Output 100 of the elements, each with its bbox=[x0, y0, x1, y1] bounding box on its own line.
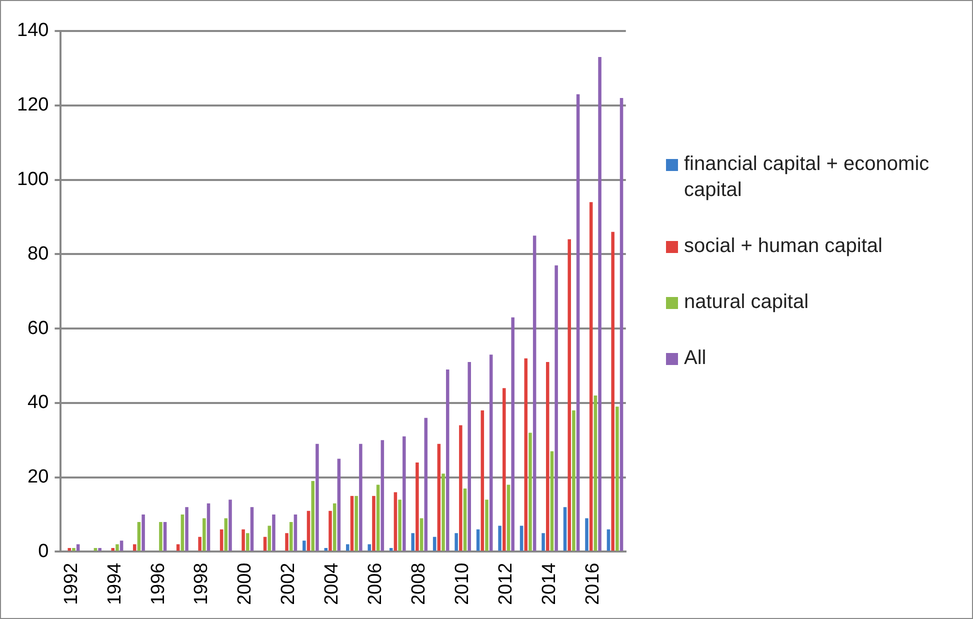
bar bbox=[289, 522, 293, 551]
bar bbox=[594, 396, 598, 551]
x-tick-label: 1992 bbox=[60, 562, 82, 606]
bar bbox=[446, 369, 450, 551]
bar bbox=[402, 436, 406, 551]
bar bbox=[346, 544, 350, 551]
bar bbox=[120, 540, 124, 551]
bar bbox=[368, 544, 372, 551]
bar bbox=[468, 362, 471, 551]
bar bbox=[163, 522, 167, 551]
x-tick-label: 2000 bbox=[234, 562, 256, 606]
bar bbox=[263, 536, 267, 551]
y-tick-label: 40 bbox=[28, 392, 49, 414]
x-tick-label: 2012 bbox=[496, 562, 517, 606]
bar bbox=[598, 57, 602, 551]
bar bbox=[506, 484, 510, 551]
bar bbox=[485, 500, 488, 551]
bar bbox=[476, 529, 480, 551]
bar bbox=[437, 444, 441, 551]
bar bbox=[285, 533, 288, 551]
bar bbox=[589, 202, 593, 551]
bar bbox=[328, 510, 332, 551]
x-tick-label: 2010 bbox=[452, 562, 474, 606]
y-tick-label: 60 bbox=[28, 318, 49, 339]
bar bbox=[220, 529, 224, 551]
bar bbox=[520, 526, 524, 551]
bar bbox=[616, 406, 619, 551]
bar bbox=[306, 510, 310, 551]
bar bbox=[228, 500, 232, 551]
x-tick-label: 2008 bbox=[408, 562, 430, 606]
bar bbox=[498, 526, 502, 551]
bar bbox=[350, 496, 354, 551]
bar bbox=[424, 418, 428, 551]
bar bbox=[206, 503, 210, 551]
x-tick-label: 1994 bbox=[104, 562, 126, 606]
bar bbox=[454, 533, 458, 551]
bar bbox=[198, 536, 202, 551]
bar bbox=[246, 533, 250, 551]
x-tick-label: 2014 bbox=[539, 562, 560, 606]
bar bbox=[606, 529, 610, 551]
bar bbox=[572, 410, 576, 551]
bar bbox=[250, 507, 254, 551]
legend-label: All bbox=[684, 346, 706, 371]
bar bbox=[394, 492, 398, 551]
bar bbox=[372, 496, 376, 551]
bar bbox=[480, 410, 484, 551]
bar bbox=[376, 484, 380, 551]
bar bbox=[337, 458, 341, 551]
bar bbox=[524, 358, 528, 551]
bar bbox=[354, 496, 358, 551]
y-tick-label: 120 bbox=[17, 94, 49, 116]
x-tick-label: 2006 bbox=[365, 562, 386, 606]
bar bbox=[272, 514, 276, 551]
bar bbox=[242, 529, 245, 551]
bar bbox=[442, 474, 445, 551]
bar bbox=[142, 514, 145, 551]
bar bbox=[489, 354, 493, 551]
y-tick-label: 100 bbox=[17, 169, 49, 190]
bar bbox=[416, 462, 419, 551]
bar bbox=[185, 507, 188, 551]
bar bbox=[550, 451, 554, 551]
bar bbox=[411, 533, 414, 551]
bar bbox=[137, 522, 141, 551]
bar bbox=[202, 518, 206, 551]
bar bbox=[116, 544, 119, 551]
bar bbox=[568, 239, 571, 551]
bar bbox=[398, 500, 402, 551]
y-tick-label: 80 bbox=[28, 243, 49, 264]
bar bbox=[528, 432, 532, 551]
legend-label: social + human capital bbox=[684, 234, 882, 259]
bar bbox=[359, 444, 362, 551]
bar bbox=[316, 444, 319, 551]
bar bbox=[432, 536, 436, 551]
bar bbox=[224, 518, 228, 551]
bar bbox=[111, 548, 114, 551]
bar bbox=[502, 388, 506, 551]
bar bbox=[72, 548, 76, 551]
legend-label: financial capital + economic capital bbox=[684, 152, 930, 203]
bar bbox=[332, 503, 336, 551]
y-tick-label: 20 bbox=[28, 466, 49, 488]
bar bbox=[554, 265, 558, 551]
bar bbox=[268, 526, 272, 551]
x-tick-label: 2002 bbox=[278, 562, 300, 606]
bar bbox=[542, 533, 545, 551]
bar bbox=[532, 236, 536, 551]
bar bbox=[380, 440, 384, 551]
bar bbox=[302, 540, 306, 551]
bar bbox=[563, 507, 567, 551]
y-tick-label: 140 bbox=[17, 20, 49, 42]
x-tick-label: 1996 bbox=[148, 562, 169, 606]
bar bbox=[463, 488, 467, 551]
bar bbox=[585, 518, 588, 551]
x-tick-label: 1998 bbox=[191, 562, 212, 606]
bar bbox=[311, 481, 314, 551]
bar bbox=[180, 514, 184, 551]
y-tick-label: 0 bbox=[38, 540, 49, 562]
bar bbox=[294, 514, 298, 551]
bar bbox=[420, 518, 424, 551]
bar bbox=[98, 548, 102, 551]
bar bbox=[620, 98, 624, 551]
